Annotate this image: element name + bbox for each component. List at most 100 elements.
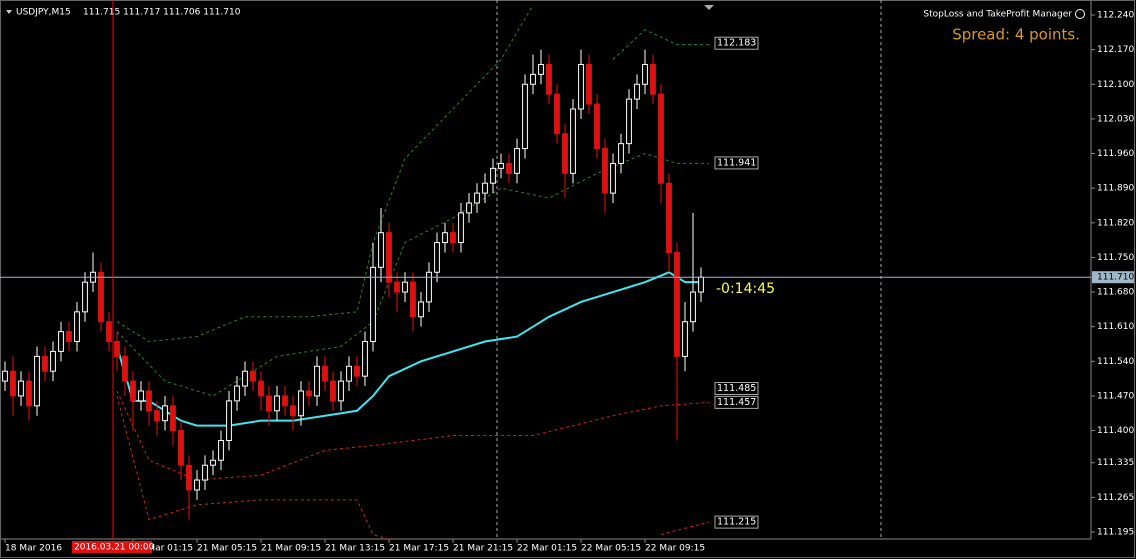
y-tick-label: 111.400 — [1097, 426, 1134, 436]
candle-body — [610, 162, 616, 194]
y-tick-label: 112.030 — [1097, 114, 1134, 124]
candle-body — [490, 167, 496, 184]
level-box — [714, 382, 759, 396]
x-tick-label: 18 Mar 2016 — [5, 544, 62, 554]
level-box — [714, 395, 759, 409]
candle-body — [578, 63, 584, 110]
candle-body — [50, 350, 56, 372]
candle-body — [450, 232, 456, 244]
y-tick-label: 111.470 — [1097, 391, 1134, 401]
candle-body — [386, 232, 392, 283]
candle-body — [106, 321, 112, 343]
candle-body — [2, 370, 8, 382]
candle-body — [562, 133, 568, 174]
candle-body — [346, 365, 352, 382]
crosshair-box — [72, 541, 152, 553]
candle-body — [250, 370, 256, 382]
candle-body — [82, 281, 88, 313]
candle-body — [618, 143, 624, 164]
candle-body — [402, 281, 408, 293]
y-tick-label: 111.540 — [1097, 357, 1134, 367]
plot-area — [0, 0, 1091, 539]
candle-body — [290, 405, 296, 417]
quote: 111.715 111.717 111.706 111.710 — [83, 8, 241, 18]
candle-body — [266, 395, 272, 412]
price-label: 111.710 — [1097, 273, 1134, 283]
candle-body — [234, 385, 240, 402]
y-tick-label: 112.240 — [1097, 11, 1134, 21]
candle-body — [314, 365, 320, 397]
candle-body — [506, 162, 512, 174]
crosshair-label: 2016.03.21 00:00 — [74, 543, 155, 553]
indicator-line — [116, 4, 709, 343]
candle-body — [674, 251, 680, 357]
y-tick-label: 111.680 — [1097, 288, 1134, 298]
level-label: 111.215 — [717, 517, 756, 528]
candle-body — [394, 281, 400, 293]
candle-body — [58, 331, 64, 352]
indicator-name: StopLoss and TakeProfit Manager — [923, 10, 1072, 20]
candle-body — [210, 459, 216, 466]
price-label-box — [1092, 271, 1134, 284]
candle-body — [42, 355, 48, 372]
candle-body — [218, 439, 224, 461]
candle-body — [530, 73, 536, 85]
candle-body — [194, 479, 200, 491]
smiley — [1075, 9, 1085, 19]
x-tick-label: 22 Mar 05:15 — [581, 544, 641, 554]
candle-body — [418, 301, 424, 318]
candle-body — [322, 365, 328, 382]
candle-body — [570, 108, 576, 174]
candle-body — [458, 212, 464, 244]
candle-body — [138, 390, 144, 402]
candle-body — [298, 390, 304, 417]
candle-body — [146, 390, 152, 412]
candle-body — [66, 331, 72, 343]
candle-body — [434, 242, 440, 273]
candle-body — [202, 464, 208, 481]
level-label: 111.485 — [717, 383, 756, 394]
x-tick-label: 21 Mar 13:15 — [325, 544, 385, 554]
level-box — [714, 515, 759, 529]
countdown: -0:14:45 — [716, 281, 775, 297]
x-tick-label: 21 Mar 01:15 — [133, 544, 193, 554]
candle-body — [10, 370, 16, 397]
candle-body — [370, 266, 376, 343]
candle-body — [474, 192, 480, 204]
y-tick-label: 112.100 — [1097, 80, 1134, 90]
candle-body — [538, 63, 544, 75]
x-tick-label: 22 Mar 01:15 — [517, 544, 577, 554]
candle-body — [546, 63, 552, 95]
candle-body — [258, 380, 264, 397]
candle-body — [114, 341, 120, 357]
level-label: 112.183 — [717, 38, 756, 49]
level-label: 111.941 — [717, 157, 756, 168]
y-tick-label: 111.890 — [1097, 184, 1134, 194]
candle-body — [586, 63, 592, 105]
candle-body — [466, 202, 472, 214]
x-tick-label: 22 Mar 09:15 — [645, 544, 705, 554]
candle-body — [330, 380, 336, 402]
candle-body — [282, 395, 288, 407]
candle-body — [170, 405, 176, 432]
candle-body — [34, 355, 40, 407]
candle-body — [690, 291, 696, 323]
candle-body — [666, 182, 672, 253]
candle-body — [602, 148, 608, 194]
candle-body — [522, 83, 528, 150]
candle-body — [482, 182, 488, 194]
candle-body — [554, 93, 560, 135]
candle-body — [442, 232, 448, 244]
candle-body — [410, 281, 416, 318]
level-label: 111.457 — [717, 397, 756, 408]
x-tick-label: 21 Mar 09:15 — [261, 544, 321, 554]
x-tick-label: 21 Mar 05:15 — [197, 544, 257, 554]
candle-body — [642, 63, 648, 85]
candle-body — [242, 370, 248, 387]
menu-arrow[interactable] — [6, 10, 12, 14]
y-tick-label: 112.170 — [1097, 45, 1134, 55]
candle-body — [122, 355, 128, 382]
